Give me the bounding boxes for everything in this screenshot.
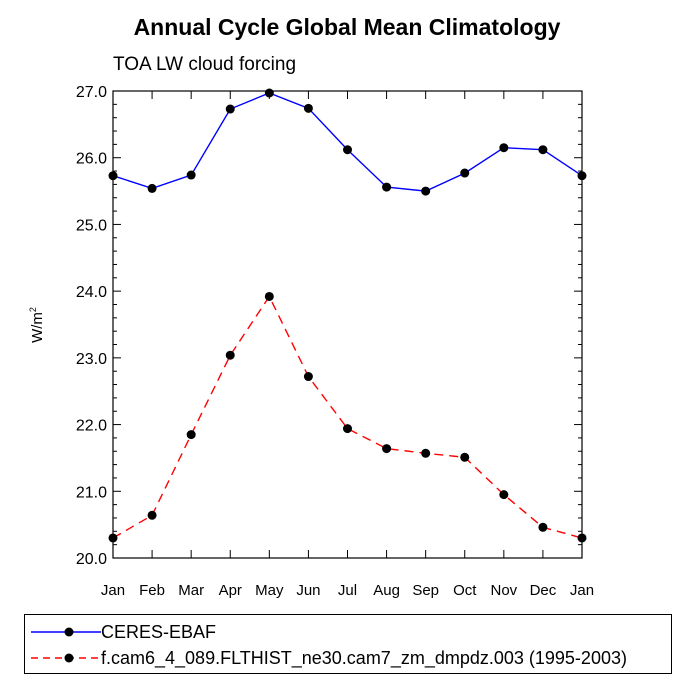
data-point-series-0 [108, 171, 118, 181]
chart-title: Annual Cycle Global Mean Climatology [133, 14, 561, 40]
data-point-series-0 [303, 103, 313, 113]
data-point-series-0 [225, 104, 235, 114]
data-point-series-0 [186, 170, 196, 180]
data-point-series-1 [264, 291, 274, 301]
x-tick-label: Dec [530, 582, 557, 599]
chart-legend: CERES-EBAF f.cam6_4_089.FLTHIST_ne30.cam… [24, 614, 672, 674]
x-tick-label: May [255, 582, 284, 599]
data-point-series-1 [538, 522, 548, 532]
line-chart: 20.0 21.0 22.0 23.0 24.0 25.0 26.0 27.0 Jan Feb Ma… [28, 84, 594, 599]
data-point-series-0 [382, 182, 392, 192]
y-tick-label: 20.0 [76, 551, 107, 568]
data-point-series-0 [538, 145, 548, 155]
data-point-series-1 [343, 424, 352, 434]
x-tick-label: Sep [412, 582, 439, 599]
legend-label-ceres: CERES-EBAF [101, 622, 217, 642]
series-line-0 [112, 92, 583, 192]
legend-swatch-model [31, 653, 101, 663]
y-axis-label: W/m2 [28, 307, 46, 343]
legend-item-ceres: CERES-EBAF [25, 619, 671, 645]
x-tick-label: Jun [296, 582, 320, 599]
x-tick-label: Oct [453, 582, 477, 599]
y-tick-label: 21.0 [76, 484, 107, 501]
data-point-series-0 [264, 88, 274, 98]
data-point-series-1 [147, 510, 157, 520]
y-tick-label: 27.0 [76, 84, 107, 101]
data-point-series-1 [225, 350, 235, 360]
x-tick-label: Jan [101, 582, 125, 599]
data-point-series-1 [499, 490, 509, 500]
legend-item-model: f.cam6_4_089.FLTHIST_ne30.cam7_zm_dmpdz.… [25, 645, 671, 671]
series-line-1 [112, 295, 583, 539]
x-tick-label: Mar [178, 582, 204, 599]
x-tick-label: Aug [373, 582, 400, 599]
data-point-series-1 [186, 430, 196, 440]
data-point-series-1 [382, 444, 392, 454]
plot-frame [112, 90, 583, 559]
data-point-series-0 [499, 143, 509, 153]
x-tick-label: Feb [139, 582, 165, 599]
axes-layer: 20.0 21.0 22.0 23.0 24.0 25.0 26.0 27.0 Jan Feb Ma… [76, 84, 594, 599]
y-tick-label: 26.0 [76, 151, 107, 168]
x-tick-label: Nov [490, 582, 517, 599]
data-point-series-0 [343, 145, 352, 155]
data-point-series-1 [577, 533, 587, 543]
y-tick-label: 23.0 [76, 351, 107, 368]
data-point-series-0 [460, 168, 470, 178]
chart-subtitle: TOA LW cloud forcing [113, 54, 297, 75]
data-point-series-0 [577, 171, 587, 181]
series-layer [108, 88, 587, 543]
data-point-series-0 [421, 186, 431, 196]
data-point-series-1 [108, 533, 118, 543]
legend-swatch-ceres [31, 627, 101, 637]
data-point-series-1 [421, 448, 431, 458]
y-tick-label: 25.0 [76, 217, 107, 234]
x-tick-label: Jul [338, 582, 357, 599]
data-point-series-1 [460, 452, 470, 462]
data-point-series-0 [147, 183, 157, 193]
y-tick-label: 22.0 [76, 418, 107, 435]
y-tick-label: 24.0 [76, 284, 107, 301]
data-point-series-1 [303, 372, 313, 382]
x-tick-label: Apr [219, 582, 242, 599]
x-tick-label: Jan [570, 582, 594, 599]
legend-label-model: f.cam6_4_089.FLTHIST_ne30.cam7_zm_dmpdz.… [101, 648, 627, 668]
